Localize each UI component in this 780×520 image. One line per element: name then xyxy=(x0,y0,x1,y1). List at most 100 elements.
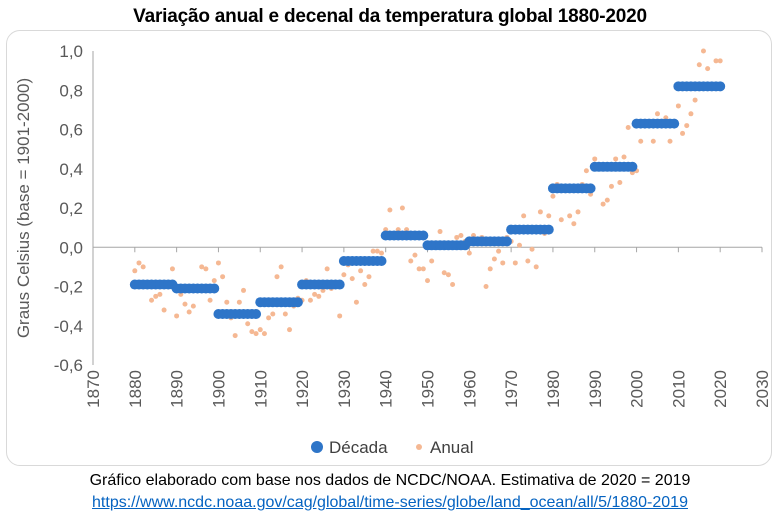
annual-point xyxy=(429,258,435,264)
x-tick-label: 1980 xyxy=(544,370,563,408)
annual-point xyxy=(487,266,493,272)
legend-label-annual: Anual xyxy=(430,438,473,457)
annual-point xyxy=(680,130,686,136)
annual-point xyxy=(592,156,598,162)
annual-point xyxy=(374,248,380,254)
annual-point xyxy=(525,258,531,264)
annual-point xyxy=(287,327,293,333)
y-tick-label: 0,2 xyxy=(59,199,83,218)
y-axis-label: Graus Celsius (base = 1901-2000) xyxy=(14,78,33,338)
annual-point xyxy=(416,266,422,272)
x-tick-label: 2000 xyxy=(628,370,647,408)
annual-point xyxy=(370,248,376,254)
annual-point xyxy=(567,213,573,219)
x-tick-label: 1960 xyxy=(460,370,479,408)
annual-point xyxy=(215,260,221,266)
annual-point xyxy=(537,209,543,215)
annual-point xyxy=(379,250,385,256)
annual-point xyxy=(199,264,205,270)
decade-point xyxy=(376,255,387,266)
annual-point xyxy=(412,252,418,258)
annual-point xyxy=(533,264,539,270)
decade-point xyxy=(585,183,596,194)
annual-point xyxy=(353,299,359,305)
legend-marker-annual xyxy=(416,444,422,450)
annual-point xyxy=(140,264,146,270)
annual-point xyxy=(550,193,556,199)
annual-point xyxy=(274,274,280,280)
annual-point xyxy=(224,299,230,305)
annual-point xyxy=(282,311,288,317)
y-tick-label: 0,8 xyxy=(59,81,83,100)
annual-point xyxy=(638,138,644,144)
legend-label-decade: Década xyxy=(329,438,388,457)
annual-point xyxy=(466,250,472,256)
annual-point xyxy=(312,291,318,297)
annual-point xyxy=(408,258,414,264)
x-tick-label: 1890 xyxy=(168,370,187,408)
annual-point xyxy=(270,311,276,317)
decade-point xyxy=(209,283,220,294)
annual-point xyxy=(692,97,698,103)
annual-point xyxy=(341,272,347,278)
x-tick-label: 1930 xyxy=(335,370,354,408)
annual-point xyxy=(512,260,518,266)
annual-point xyxy=(604,197,610,203)
annual-point xyxy=(358,268,364,274)
annual-point xyxy=(496,248,502,254)
annual-point xyxy=(425,278,430,284)
x-tick-label: 1950 xyxy=(419,370,438,408)
annual-point xyxy=(654,111,660,117)
annual-point xyxy=(211,278,217,284)
decade-point xyxy=(627,161,638,172)
y-tick-label: -0,2 xyxy=(54,278,83,297)
annual-point xyxy=(583,168,589,174)
annual-point xyxy=(157,291,163,297)
annual-point xyxy=(136,260,142,266)
x-tick-label: 1910 xyxy=(251,370,270,408)
x-tick-labels: 1870 1880 1890 1900 1910 1920 1930 1940 1950 1960… xyxy=(84,370,772,408)
annual-point xyxy=(491,256,497,262)
y-tick-label: 0,0 xyxy=(59,238,83,257)
source-link[interactable]: https://www.ncdc.noaa.gov/cag/global/tim… xyxy=(92,494,688,511)
annual-point xyxy=(366,274,372,280)
annual-point xyxy=(437,229,443,235)
annual-point xyxy=(483,284,489,289)
x-tick-label: 1940 xyxy=(377,370,396,408)
annual-point xyxy=(717,58,723,64)
annual-point xyxy=(190,303,196,309)
annual-point xyxy=(621,154,627,160)
annual-point xyxy=(617,179,623,185)
annual-point xyxy=(571,221,577,227)
annual-point xyxy=(266,315,272,321)
y-tick-label: -0,4 xyxy=(54,317,83,336)
series-annual xyxy=(132,48,723,339)
x-tick-label: 2020 xyxy=(711,370,730,408)
annual-point xyxy=(232,333,238,339)
annual-point xyxy=(161,307,167,313)
annual-point xyxy=(600,201,606,207)
annual-point xyxy=(558,217,564,223)
annual-point xyxy=(174,313,180,319)
annual-point xyxy=(186,309,192,315)
annual-point xyxy=(516,242,522,248)
annual-point xyxy=(399,205,405,211)
y-tick-label: 0,4 xyxy=(59,160,83,179)
x-tick-label: 1990 xyxy=(586,370,605,408)
annual-point xyxy=(169,266,175,272)
legend-marker-decade xyxy=(311,441,323,453)
y-tick-label: -0,6 xyxy=(54,356,83,375)
annual-point xyxy=(153,293,159,299)
chart-frame xyxy=(6,30,772,466)
annual-point xyxy=(220,274,226,280)
legend: Década Anual xyxy=(311,438,473,457)
annual-point xyxy=(546,213,552,219)
annual-point xyxy=(613,156,619,162)
decade-point xyxy=(292,297,303,308)
annual-point xyxy=(307,297,313,303)
annual-point xyxy=(316,293,322,299)
annual-point xyxy=(387,207,393,213)
annual-point xyxy=(675,103,681,109)
annual-point xyxy=(253,331,259,337)
annual-point xyxy=(132,268,138,274)
